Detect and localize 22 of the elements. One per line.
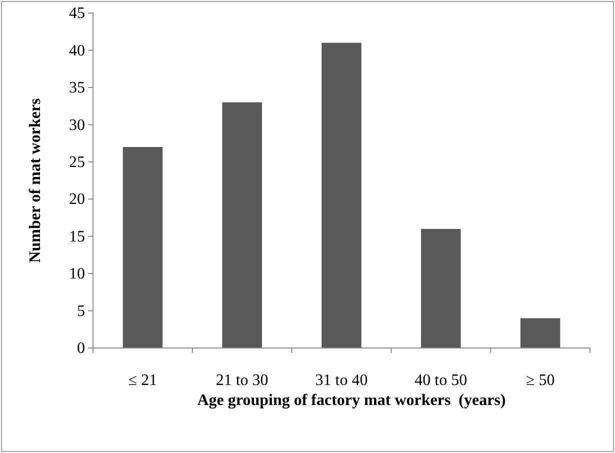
x-axis-title: Age grouping of factory mat workers (years): [197, 392, 506, 409]
y-axis-title: Number of mat workers: [27, 98, 44, 263]
x-tick-label: 21 to 30: [216, 372, 268, 389]
bar: [520, 318, 560, 348]
x-tick-label: ≤ 21: [128, 372, 158, 389]
x-tick-label: ≥ 50: [526, 372, 555, 389]
y-tick-label: 25: [69, 154, 85, 172]
y-tick-label: 0: [77, 340, 85, 358]
y-tick-label: 15: [69, 228, 85, 246]
x-tick-label: 31 to 40: [315, 372, 368, 389]
x-tick-label: 40 to 50: [414, 372, 468, 389]
bar: [322, 42, 362, 348]
y-tick-label: 45: [69, 5, 85, 22]
y-tick-label: 10: [69, 266, 85, 283]
y-tick-label: 5: [77, 302, 85, 320]
y-tick-label: 40: [69, 42, 85, 60]
y-tick-label: 20: [69, 191, 85, 208]
bar: [222, 102, 262, 348]
y-tick-label: 30: [69, 116, 85, 134]
bar: [122, 147, 163, 348]
bar: [421, 228, 461, 348]
y-tick-label: 35: [69, 80, 85, 97]
